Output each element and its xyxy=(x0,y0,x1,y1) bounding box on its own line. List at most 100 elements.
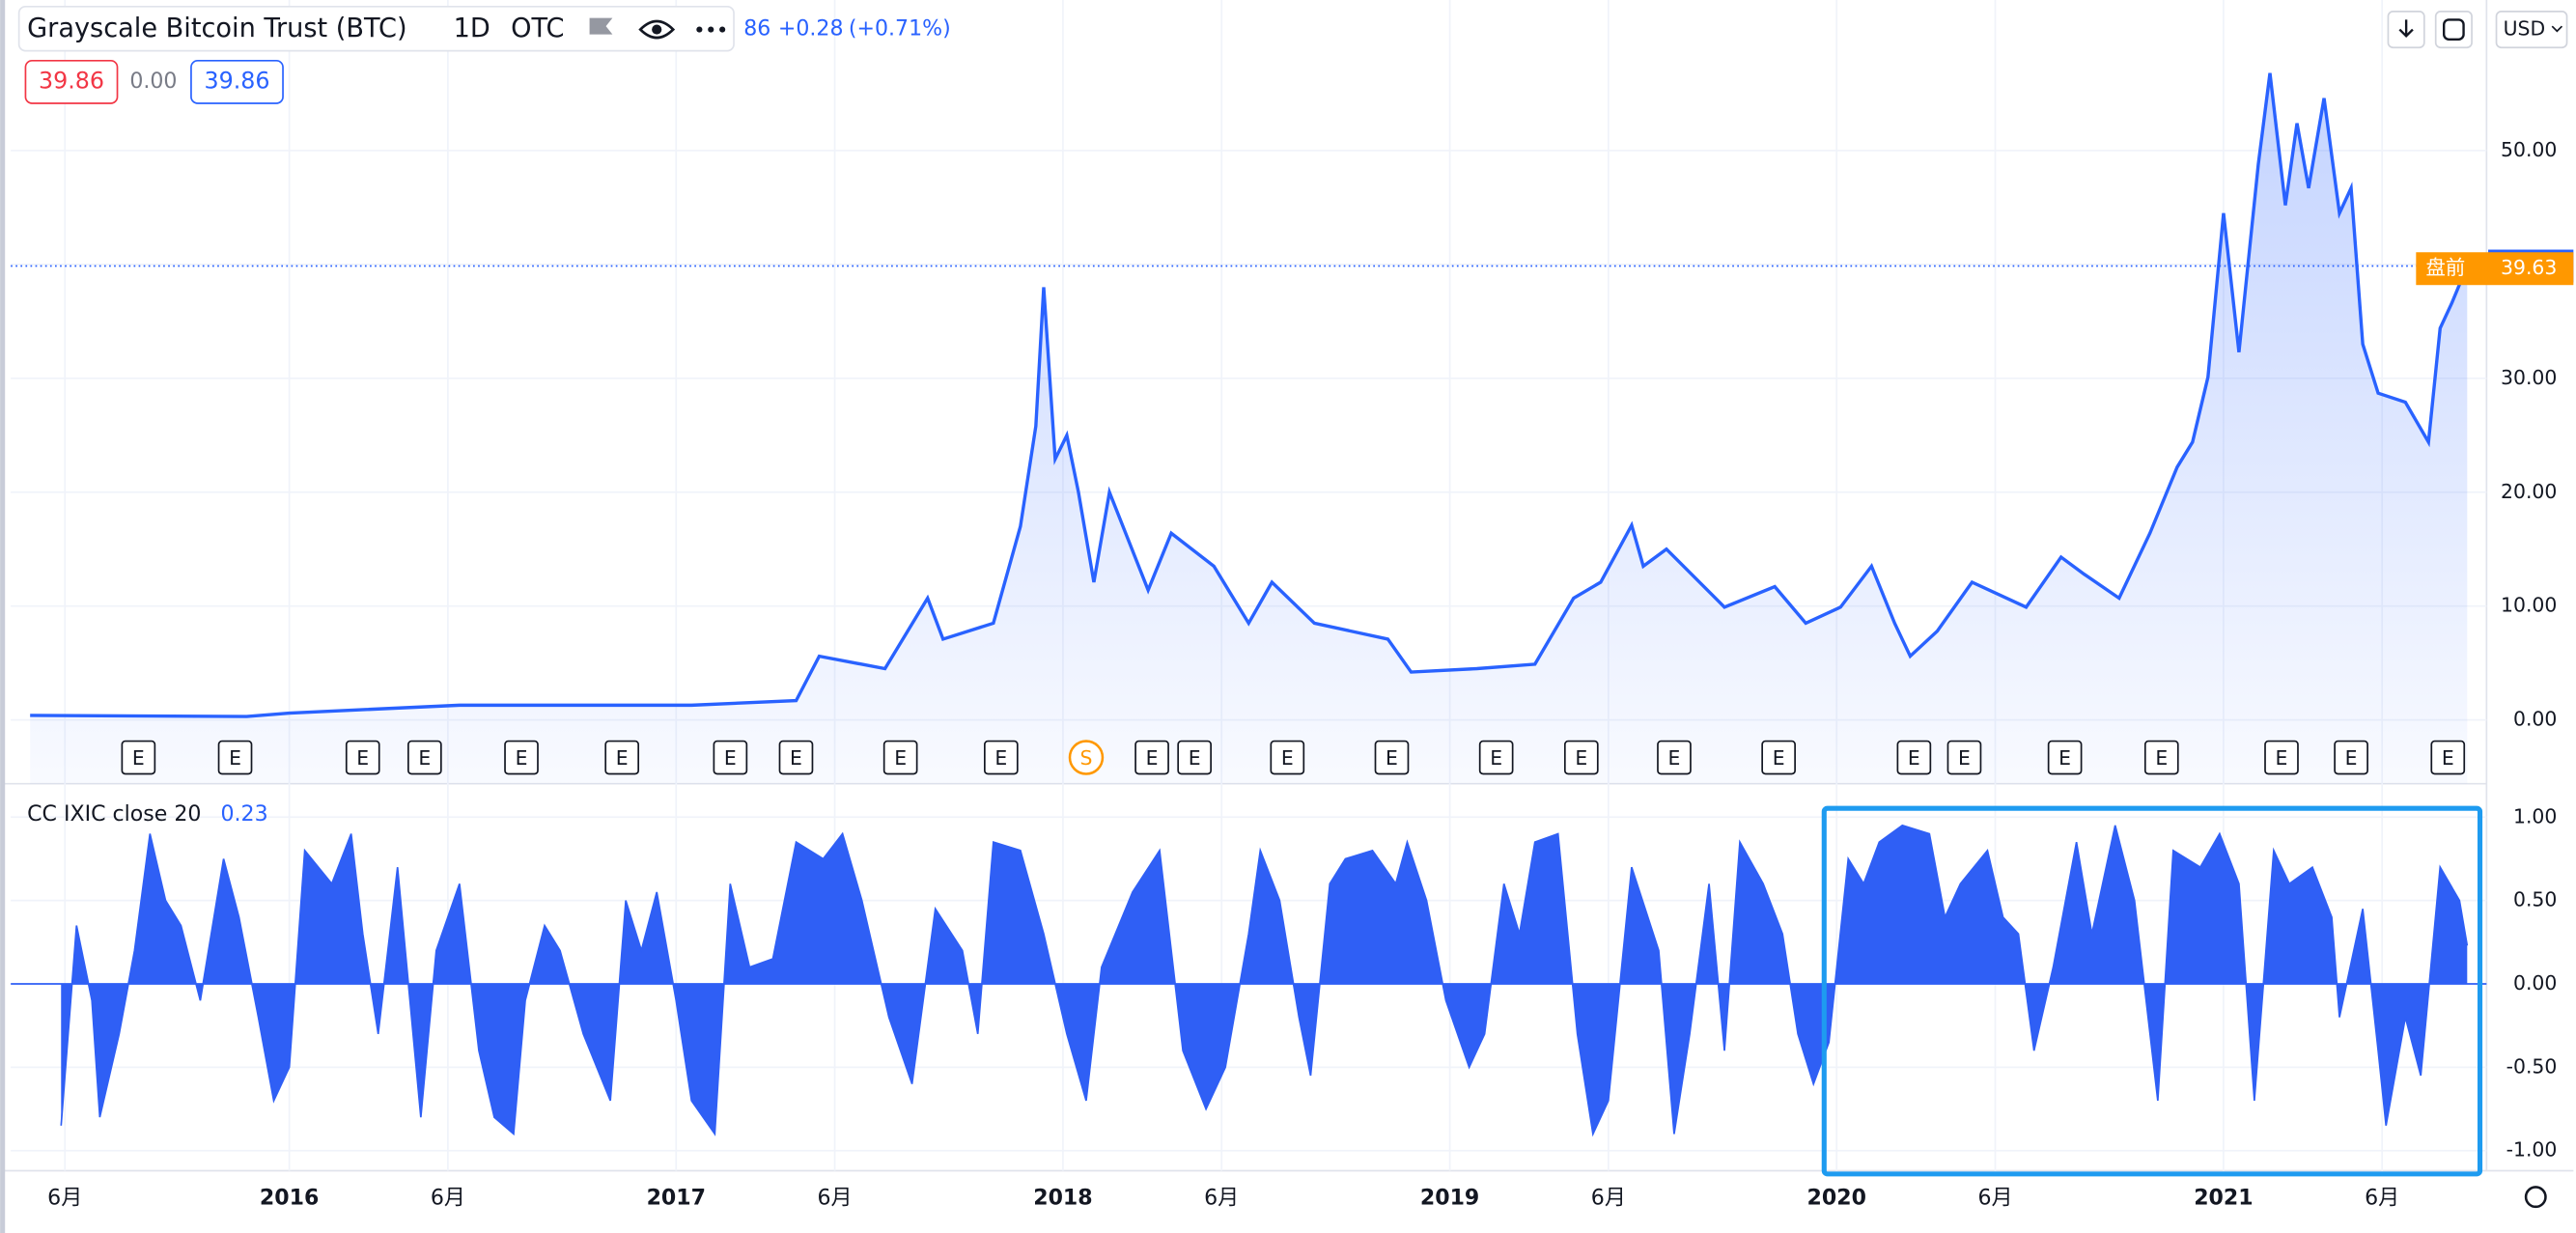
earnings-marker xyxy=(1177,740,1212,775)
premarket-tag xyxy=(2416,252,2574,286)
earnings-marker xyxy=(2143,740,2179,775)
indicator-title[interactable]: CC IXIC close 20 xyxy=(27,802,201,827)
y-tick-label: 50.00 xyxy=(2501,138,2557,161)
event-label: E xyxy=(2155,746,2168,770)
x-tick-label: 2018 xyxy=(1033,1186,1092,1210)
event-label: E xyxy=(1668,746,1681,770)
ask-box[interactable] xyxy=(190,59,284,104)
premarket-label: 盘前 xyxy=(2426,256,2466,279)
settings-icon[interactable] xyxy=(2524,1186,2547,1209)
earnings-marker xyxy=(1657,740,1692,775)
x-tick-label: 6月 xyxy=(1977,1186,2012,1210)
event-label: E xyxy=(1189,746,1201,770)
event-label: E xyxy=(1575,746,1587,770)
event-label: E xyxy=(229,746,241,770)
earnings-marker xyxy=(1270,740,1305,775)
earnings-marker xyxy=(713,740,748,775)
earnings-marker xyxy=(2264,740,2299,775)
earnings-marker xyxy=(2334,740,2368,775)
event-label: E xyxy=(1773,746,1785,770)
more-icon[interactable] xyxy=(696,26,726,33)
earnings-marker xyxy=(1134,740,1169,775)
earnings-marker xyxy=(121,740,156,775)
earnings-marker xyxy=(2047,740,2083,775)
event-label: E xyxy=(724,746,737,770)
earnings-marker xyxy=(504,740,539,775)
premarket-price: 39.63 xyxy=(2501,256,2557,279)
event-label: E xyxy=(2276,746,2288,770)
change-pct: (+0.71%) xyxy=(849,17,951,42)
highlight-box[interactable] xyxy=(1821,805,2483,1177)
earnings-marker xyxy=(217,740,253,775)
x-tick-label: 2016 xyxy=(260,1186,319,1210)
earnings-marker xyxy=(345,740,380,775)
event-label: E xyxy=(1908,746,1920,770)
event-label: E xyxy=(1386,746,1398,770)
earnings-marker xyxy=(1761,740,1796,775)
event-label: E xyxy=(894,746,907,770)
event-label: E xyxy=(616,746,629,770)
flag-icon[interactable] xyxy=(589,17,613,35)
event-label: E xyxy=(1958,746,1971,770)
indicator-value: 0.23 xyxy=(221,802,268,827)
symbol-title[interactable]: Grayscale Bitcoin Trust (BTC) xyxy=(27,14,406,43)
area-fill xyxy=(30,72,2468,784)
x-tick-label: 2019 xyxy=(1420,1186,1479,1210)
download-icon xyxy=(2398,19,2414,39)
event-label: S xyxy=(1080,746,1093,770)
corr-line xyxy=(60,824,2469,1137)
currency[interactable]: USD xyxy=(2504,17,2546,41)
x-tick-label: 6月 xyxy=(47,1186,82,1210)
currency-caret xyxy=(2551,25,2563,33)
event-label: E xyxy=(356,746,369,770)
y-tick-label: 1.00 xyxy=(2513,804,2557,827)
price-line xyxy=(30,72,2469,718)
y-tick-label: 30.00 xyxy=(2501,366,2557,389)
legend-box xyxy=(17,5,735,52)
x-tick-label: 6月 xyxy=(2365,1186,2399,1210)
exchange[interactable]: OTC xyxy=(511,14,564,43)
fullscreen-button[interactable] xyxy=(2434,11,2473,49)
earnings-marker xyxy=(604,740,640,775)
event-label: E xyxy=(2345,746,2358,770)
corr-fill xyxy=(61,825,2468,1135)
bid-box[interactable] xyxy=(24,59,119,104)
price-tail: 86 xyxy=(743,17,770,42)
x-tick-label: 6月 xyxy=(431,1186,465,1210)
x-tick-label: 2017 xyxy=(647,1186,706,1210)
eye-icon[interactable] xyxy=(638,19,676,40)
interval[interactable]: 1D xyxy=(454,14,490,43)
x-tick-label: 6月 xyxy=(817,1186,852,1210)
fullscreen-icon xyxy=(2442,18,2465,41)
y-tick-label: 10.00 xyxy=(2501,594,2557,617)
y-tick-label: 0.50 xyxy=(2513,888,2557,911)
y-tick-label: 0.00 xyxy=(2513,708,2557,731)
earnings-marker xyxy=(882,740,918,775)
bid-price[interactable]: 39.86 xyxy=(39,67,104,94)
y-tick-label: -0.50 xyxy=(2506,1054,2558,1078)
y-tick-label: 20.00 xyxy=(2501,480,2557,503)
earnings-marker xyxy=(1563,740,1599,775)
y-tick-label: -1.00 xyxy=(2506,1138,2558,1162)
event-label: E xyxy=(1281,746,1294,770)
x-tick-label: 2020 xyxy=(1807,1186,1866,1210)
event-label: E xyxy=(790,746,802,770)
event-label: E xyxy=(994,746,1007,770)
event-label: E xyxy=(418,746,431,770)
ask-price[interactable]: 39.86 xyxy=(204,67,269,94)
earnings-marker xyxy=(1374,740,1410,775)
earnings-marker xyxy=(407,740,442,775)
event-label: E xyxy=(1490,746,1502,770)
y-tick-label: 0.00 xyxy=(2513,971,2557,995)
earnings-marker xyxy=(983,740,1019,775)
spread: 0.00 xyxy=(129,70,177,94)
earnings-marker xyxy=(1896,740,1932,775)
event-label: E xyxy=(516,746,528,770)
earnings-marker xyxy=(1478,740,1514,775)
x-tick-label: 2021 xyxy=(2194,1186,2253,1210)
currency-button[interactable] xyxy=(2495,11,2568,49)
event-label: E xyxy=(2442,746,2454,770)
event-label: E xyxy=(132,746,145,770)
earnings-marker xyxy=(2430,740,2466,775)
